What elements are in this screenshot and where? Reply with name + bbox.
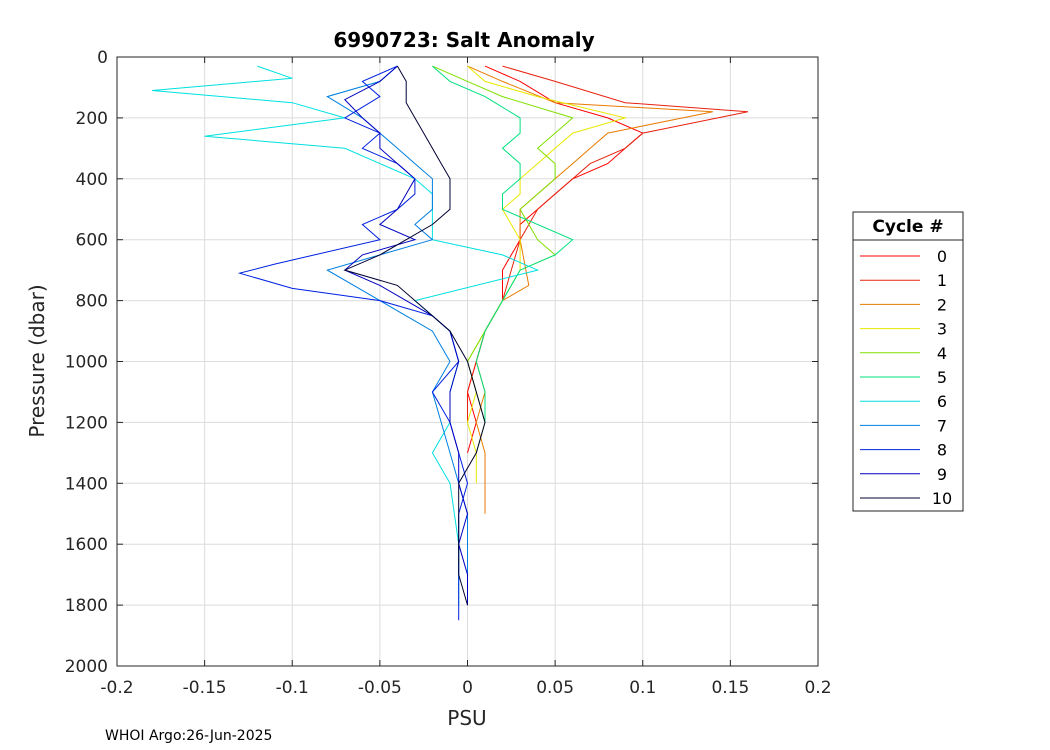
x-tick-label: -0.2 (100, 678, 133, 698)
series-line-cycle-2 (467, 65, 713, 514)
x-tick-label: 0.15 (711, 678, 749, 698)
y-tick-label: 200 (76, 109, 108, 129)
legend-label-cycle-10: 10 (932, 489, 952, 508)
legend-label-cycle-9: 9 (937, 465, 947, 484)
legend: Cycle # 0 1 2 3 4 5 6 7 8 9 10 (852, 211, 964, 512)
series-line-cycle-5 (432, 65, 574, 423)
series-line-cycle-10 (343, 65, 486, 606)
legend-items: 0 1 2 3 4 5 6 7 8 9 10 (860, 247, 952, 508)
chart-title: 6990723: Salt Anomaly (333, 28, 594, 52)
legend-label-cycle-7: 7 (937, 416, 947, 435)
y-tick-label: 1800 (65, 596, 108, 616)
y-tick-label: 1600 (65, 535, 108, 555)
y-tick-label: 400 (76, 170, 108, 190)
x-tick-label: -0.05 (358, 678, 402, 698)
footer-credit: WHOI Argo:26-Jun-2025 (105, 728, 272, 744)
y-tick-label: 1000 (65, 353, 108, 373)
y-tick-label: 1200 (65, 413, 108, 433)
legend-label-cycle-0: 0 (937, 247, 947, 266)
x-tick-label: 0.2 (804, 678, 831, 698)
x-tick-label: 0.1 (629, 678, 656, 698)
x-axis-label: PSU (447, 706, 486, 730)
legend-label-cycle-1: 1 (937, 271, 947, 290)
legend-label-cycle-6: 6 (937, 392, 947, 411)
y-tick-label: 0 (97, 48, 108, 68)
x-tick-label: -0.15 (183, 678, 227, 698)
y-axis-ticks: 0 200 400 600 800 1000 1200 1400 1600 1800 2000 (65, 48, 818, 677)
legend-label-cycle-5: 5 (937, 368, 947, 387)
legend-label-cycle-3: 3 (937, 320, 947, 339)
y-axis-label: Pressure (dbar) (25, 284, 49, 437)
legend-label-cycle-4: 4 (937, 344, 947, 363)
legend-label-cycle-8: 8 (937, 441, 947, 460)
legend-label-cycle-2: 2 (937, 295, 947, 314)
y-tick-label: 800 (76, 292, 108, 312)
plot-area: -0.2 -0.15 -0.1 -0.05 0 0.05 0.1 0.15 0.2 0 200 40… (65, 48, 832, 698)
legend-title: Cycle # (872, 217, 943, 237)
x-tick-label: 0 (462, 678, 473, 698)
x-tick-label: 0.05 (536, 678, 574, 698)
y-tick-label: 1400 (65, 474, 108, 494)
x-tick-label: -0.1 (276, 678, 309, 698)
y-tick-label: 600 (76, 231, 108, 251)
series-group (152, 65, 748, 621)
legend-box (852, 211, 964, 512)
y-tick-label: 2000 (65, 657, 108, 677)
x-axis-ticks: -0.2 -0.15 -0.1 -0.05 0 0.05 0.1 0.15 0.2 (100, 57, 832, 698)
series-line-cycle-9 (343, 65, 469, 606)
